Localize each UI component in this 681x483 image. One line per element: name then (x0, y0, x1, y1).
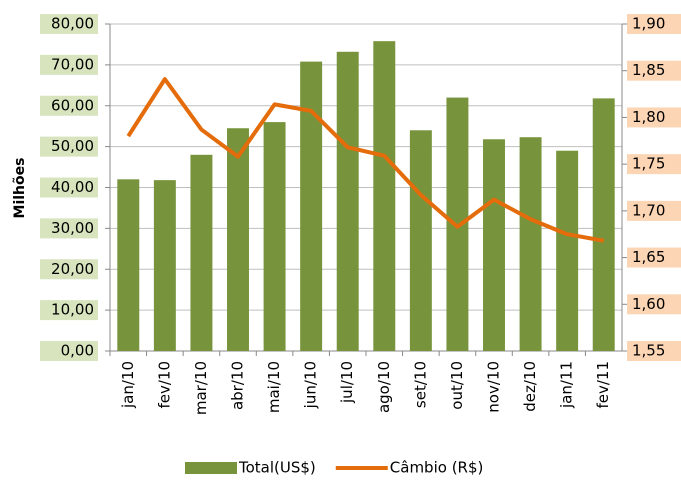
y2-tick-label: 1,65 (632, 248, 665, 266)
y2-tick-label: 1,60 (632, 295, 665, 313)
tick-label-bg (40, 177, 98, 198)
y-axis-title: Milhões (12, 158, 28, 219)
bar (117, 179, 140, 351)
x-tick-label: jan/11 (558, 361, 576, 409)
tick-label-bg (627, 107, 681, 128)
tick-label-bg (627, 200, 681, 221)
x-tick-label: mai/10 (265, 361, 283, 413)
bar (300, 61, 323, 351)
tick-label-bg (627, 341, 681, 361)
bar (336, 51, 359, 352)
y-tick-label: 40,00 (51, 178, 94, 196)
bar (483, 139, 505, 351)
x-tick-label: mar/10 (192, 361, 210, 415)
x-tick-label: jul/10 (338, 361, 356, 404)
tick-label-bg (40, 14, 98, 34)
x-tick-label: out/10 (448, 361, 466, 410)
tick-label-bg (40, 95, 98, 116)
bar (592, 98, 615, 351)
y-tick-label: 20,00 (51, 260, 94, 278)
tick-label-bg (40, 341, 98, 361)
x-tick-label: dez/10 (521, 361, 539, 412)
y-tick-label: 80,00 (51, 15, 94, 33)
x-tick-label: jan/10 (119, 361, 137, 409)
tick-label-bg (40, 218, 98, 239)
x-tick-label: nov/10 (485, 361, 503, 413)
y2-tick-label: 1,85 (632, 61, 665, 79)
tick-label-bg (40, 300, 98, 321)
x-tick-label: ago/10 (375, 361, 393, 413)
tick-label-bg (627, 14, 681, 34)
tick-label-bg (627, 154, 681, 175)
bar (263, 122, 286, 351)
y-tick-label: 60,00 (51, 96, 94, 114)
y2-tick-label: 1,80 (632, 108, 665, 126)
y2-tick-label: 1,75 (632, 155, 665, 173)
tick-label-bg (627, 294, 681, 315)
y-tick-label: 10,00 (51, 301, 94, 319)
y2-tick-label: 1,70 (632, 201, 665, 219)
x-tick-label: fev/11 (594, 361, 612, 409)
bar (409, 130, 432, 351)
y2-tick-label: 1,55 (632, 342, 665, 360)
legend-label: Câmbio (R$) (390, 459, 484, 477)
bar (556, 150, 579, 351)
bar (190, 154, 213, 351)
tick-label-bg (627, 247, 681, 268)
y2-tick-label: 1,90 (632, 15, 665, 33)
bar (227, 128, 249, 351)
tick-label-bg (627, 60, 681, 81)
y-tick-label: 30,00 (51, 219, 94, 237)
x-tick-label: set/10 (411, 361, 429, 408)
bar (519, 137, 542, 351)
bar (153, 180, 176, 351)
legend-label: Total(US$) (238, 459, 316, 477)
x-tick-label: abr/10 (229, 361, 247, 410)
bar (373, 41, 396, 351)
y-tick-label: 50,00 (51, 137, 94, 155)
line (126, 77, 605, 243)
x-tick-label: fev/10 (155, 361, 173, 409)
tick-label-bg (40, 259, 98, 280)
legend-swatch (185, 462, 237, 474)
tick-label-bg (40, 54, 98, 75)
x-tick-label: jun/10 (302, 361, 320, 409)
y-tick-label: 0,00 (61, 342, 94, 360)
tick-label-bg (40, 136, 98, 157)
y-tick-label: 70,00 (51, 55, 94, 73)
